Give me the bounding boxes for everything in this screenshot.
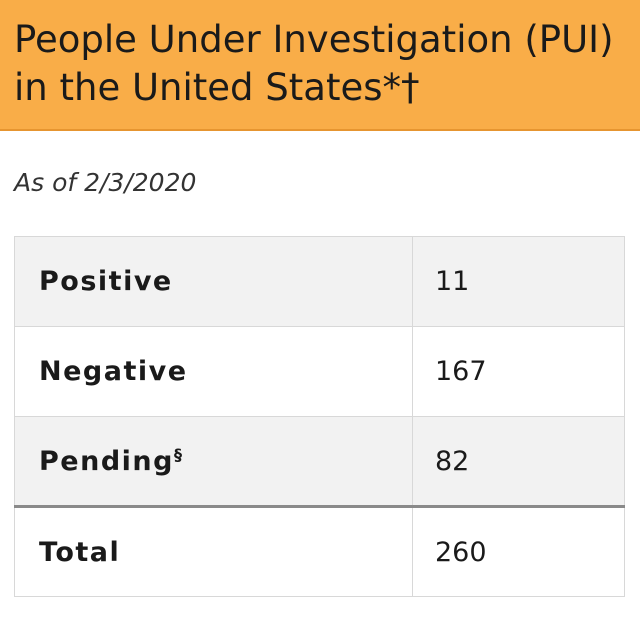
row-label-positive: Positive (14, 236, 413, 327)
row-value-negative: 167 (412, 326, 625, 417)
row-value-pending: 82 (412, 416, 625, 507)
table-row-negative: Negative 167 (14, 326, 625, 417)
table-row-pending: Pending§ 82 (14, 416, 625, 507)
row-value-total: 260 (412, 505, 625, 597)
pui-table: Positive 11 Negative 167 Pending§ 82 Tot… (14, 236, 625, 597)
page-title-line1: People Under Investigation (PUI) (14, 18, 614, 61)
row-label-pending-text: Pending (39, 445, 174, 477)
page-title: People Under Investigation (PUI) in the … (14, 16, 634, 112)
row-label-total: Total (14, 505, 413, 597)
table-row-total: Total 260 (14, 505, 625, 597)
row-value-positive: 11 (412, 236, 625, 327)
as-of-date: As of 2/3/2020 (14, 168, 197, 197)
row-label-negative: Negative (14, 326, 413, 417)
row-label-pending: Pending§ (14, 416, 413, 507)
page-title-line2: in the United States*† (14, 66, 420, 109)
section-footnote-mark: § (173, 444, 184, 464)
header-banner: People Under Investigation (PUI) in the … (0, 0, 640, 131)
table-row-positive: Positive 11 (14, 236, 625, 327)
